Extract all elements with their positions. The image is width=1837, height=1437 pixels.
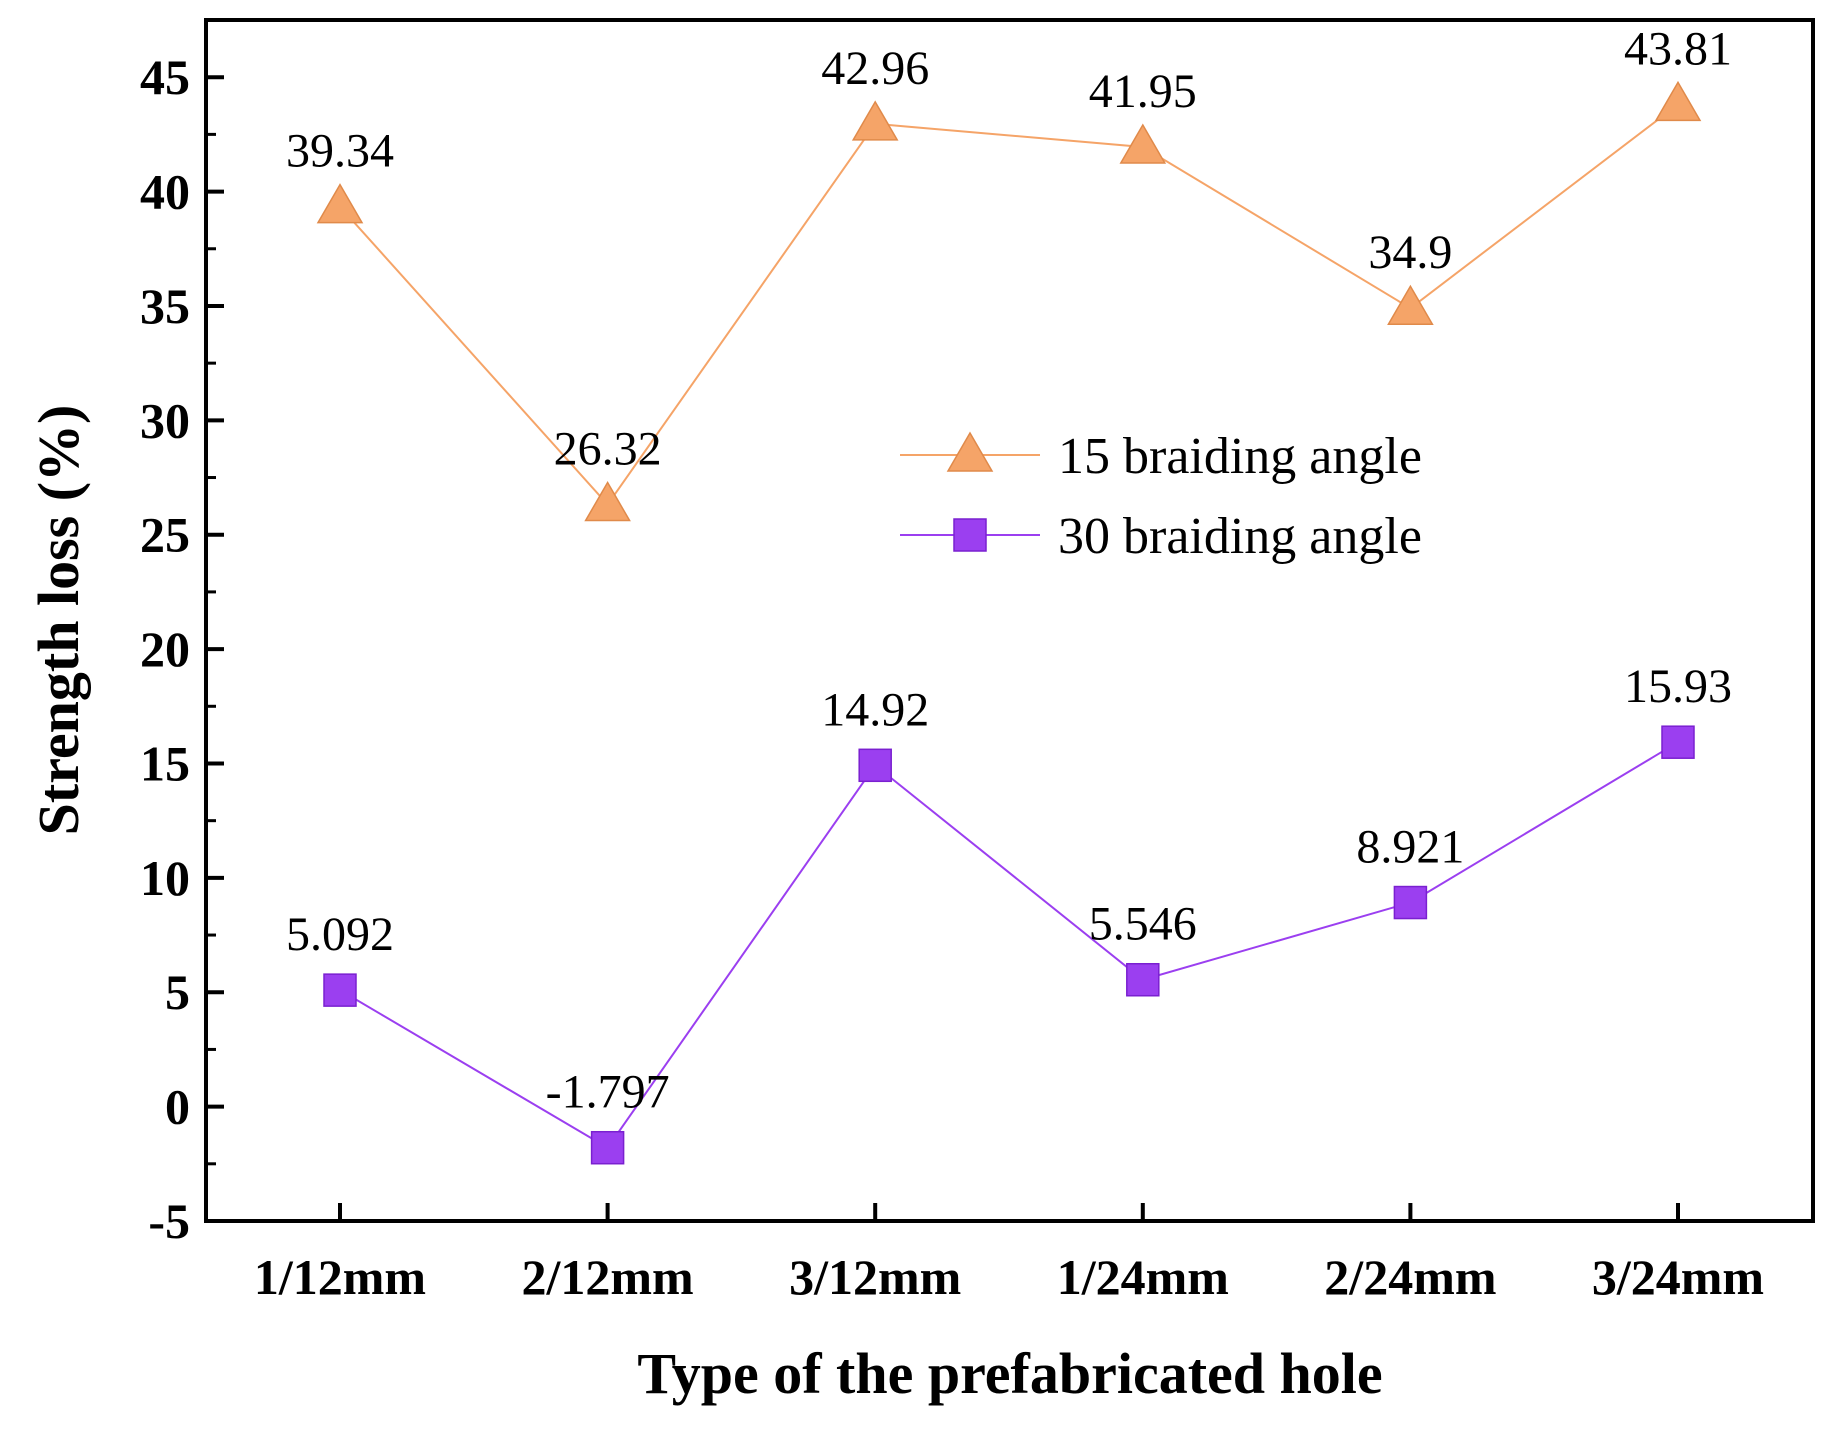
series-2-data-label: 14.92 [821,683,929,736]
x-axis: 1/12mm 2/12mm 3/12mm 1/24mm 2/24mm 3/24mm [254,1203,1764,1305]
x-tick-label: 1/24mm [1057,1249,1229,1305]
y-tick-label: 25 [140,507,190,563]
series-line-2 [339,741,1679,1150]
minor-ticks [206,132,216,1166]
series-1-data-label: 43.81 [1624,22,1732,75]
y-tick-label: -5 [148,1193,190,1249]
series-1-data-label: 26.32 [554,423,662,476]
series-1-point [1387,284,1434,325]
series-layer [316,80,1702,1165]
series-2-data-label: 5.546 [1089,898,1197,951]
data-labels: 39.34 26.32 42.96 41.95 34.9 43.81 5.092 -1.797… [286,22,1732,1118]
series-2-point [323,973,357,1007]
series-1-data-label: 34.9 [1368,226,1452,279]
series-1-data-label: 39.34 [286,125,394,178]
y-tick-label: 10 [140,850,190,906]
series-2-point [1393,885,1428,920]
series-line-1 [339,103,1679,507]
legend-label-1: 15 braiding angle [1058,428,1422,485]
series-1-point [1119,123,1167,164]
series-2-point [1661,725,1695,759]
x-tick-label: 1/12mm [254,1249,426,1305]
series-1-data-label: 41.95 [1089,65,1197,118]
series-2-data-label: 15.93 [1624,660,1732,713]
legend-square-icon [953,518,987,552]
y-tick-label: 30 [140,392,190,448]
legend: 15 braiding angle 30 braiding angle [900,428,1422,565]
series-2-point [590,1130,625,1165]
y-tick-label: 20 [140,621,190,677]
x-tick-label: 2/12mm [521,1249,693,1305]
y-tick-label: 45 [140,49,190,105]
series-1-point [851,100,899,141]
y-tick-label: 0 [165,1079,190,1135]
series-2-data-label: -1.797 [546,1066,670,1119]
series-1-point [316,183,364,224]
y-tick-label: 5 [165,964,190,1020]
plot-frame [204,18,1815,1223]
x-tick-label: 3/12mm [789,1249,961,1305]
series-2-data-label: 8.921 [1356,821,1464,874]
x-tick-label: 3/24mm [1592,1249,1764,1305]
series-2-point [1126,962,1160,997]
series-1-point [1654,80,1702,122]
series-1-data-label: 42.96 [821,42,929,95]
legend-triangle-icon [946,431,994,472]
y-axis: -5 0 5 10 15 20 25 30 35 40 45 [140,49,224,1249]
series-2-data-label: 5.092 [286,908,394,961]
x-tick-label: 2/24mm [1324,1249,1496,1305]
x-axis-title: Type of the prefabricated hole [637,1341,1382,1406]
y-tick-label: 15 [140,735,190,791]
y-axis-title: Strength loss (%) [26,405,91,836]
y-tick-label: 40 [140,164,190,220]
legend-label-2: 30 braiding angle [1058,508,1422,565]
series-2-point [858,748,892,783]
series-1-point [584,481,631,522]
y-tick-label: 35 [140,278,190,334]
